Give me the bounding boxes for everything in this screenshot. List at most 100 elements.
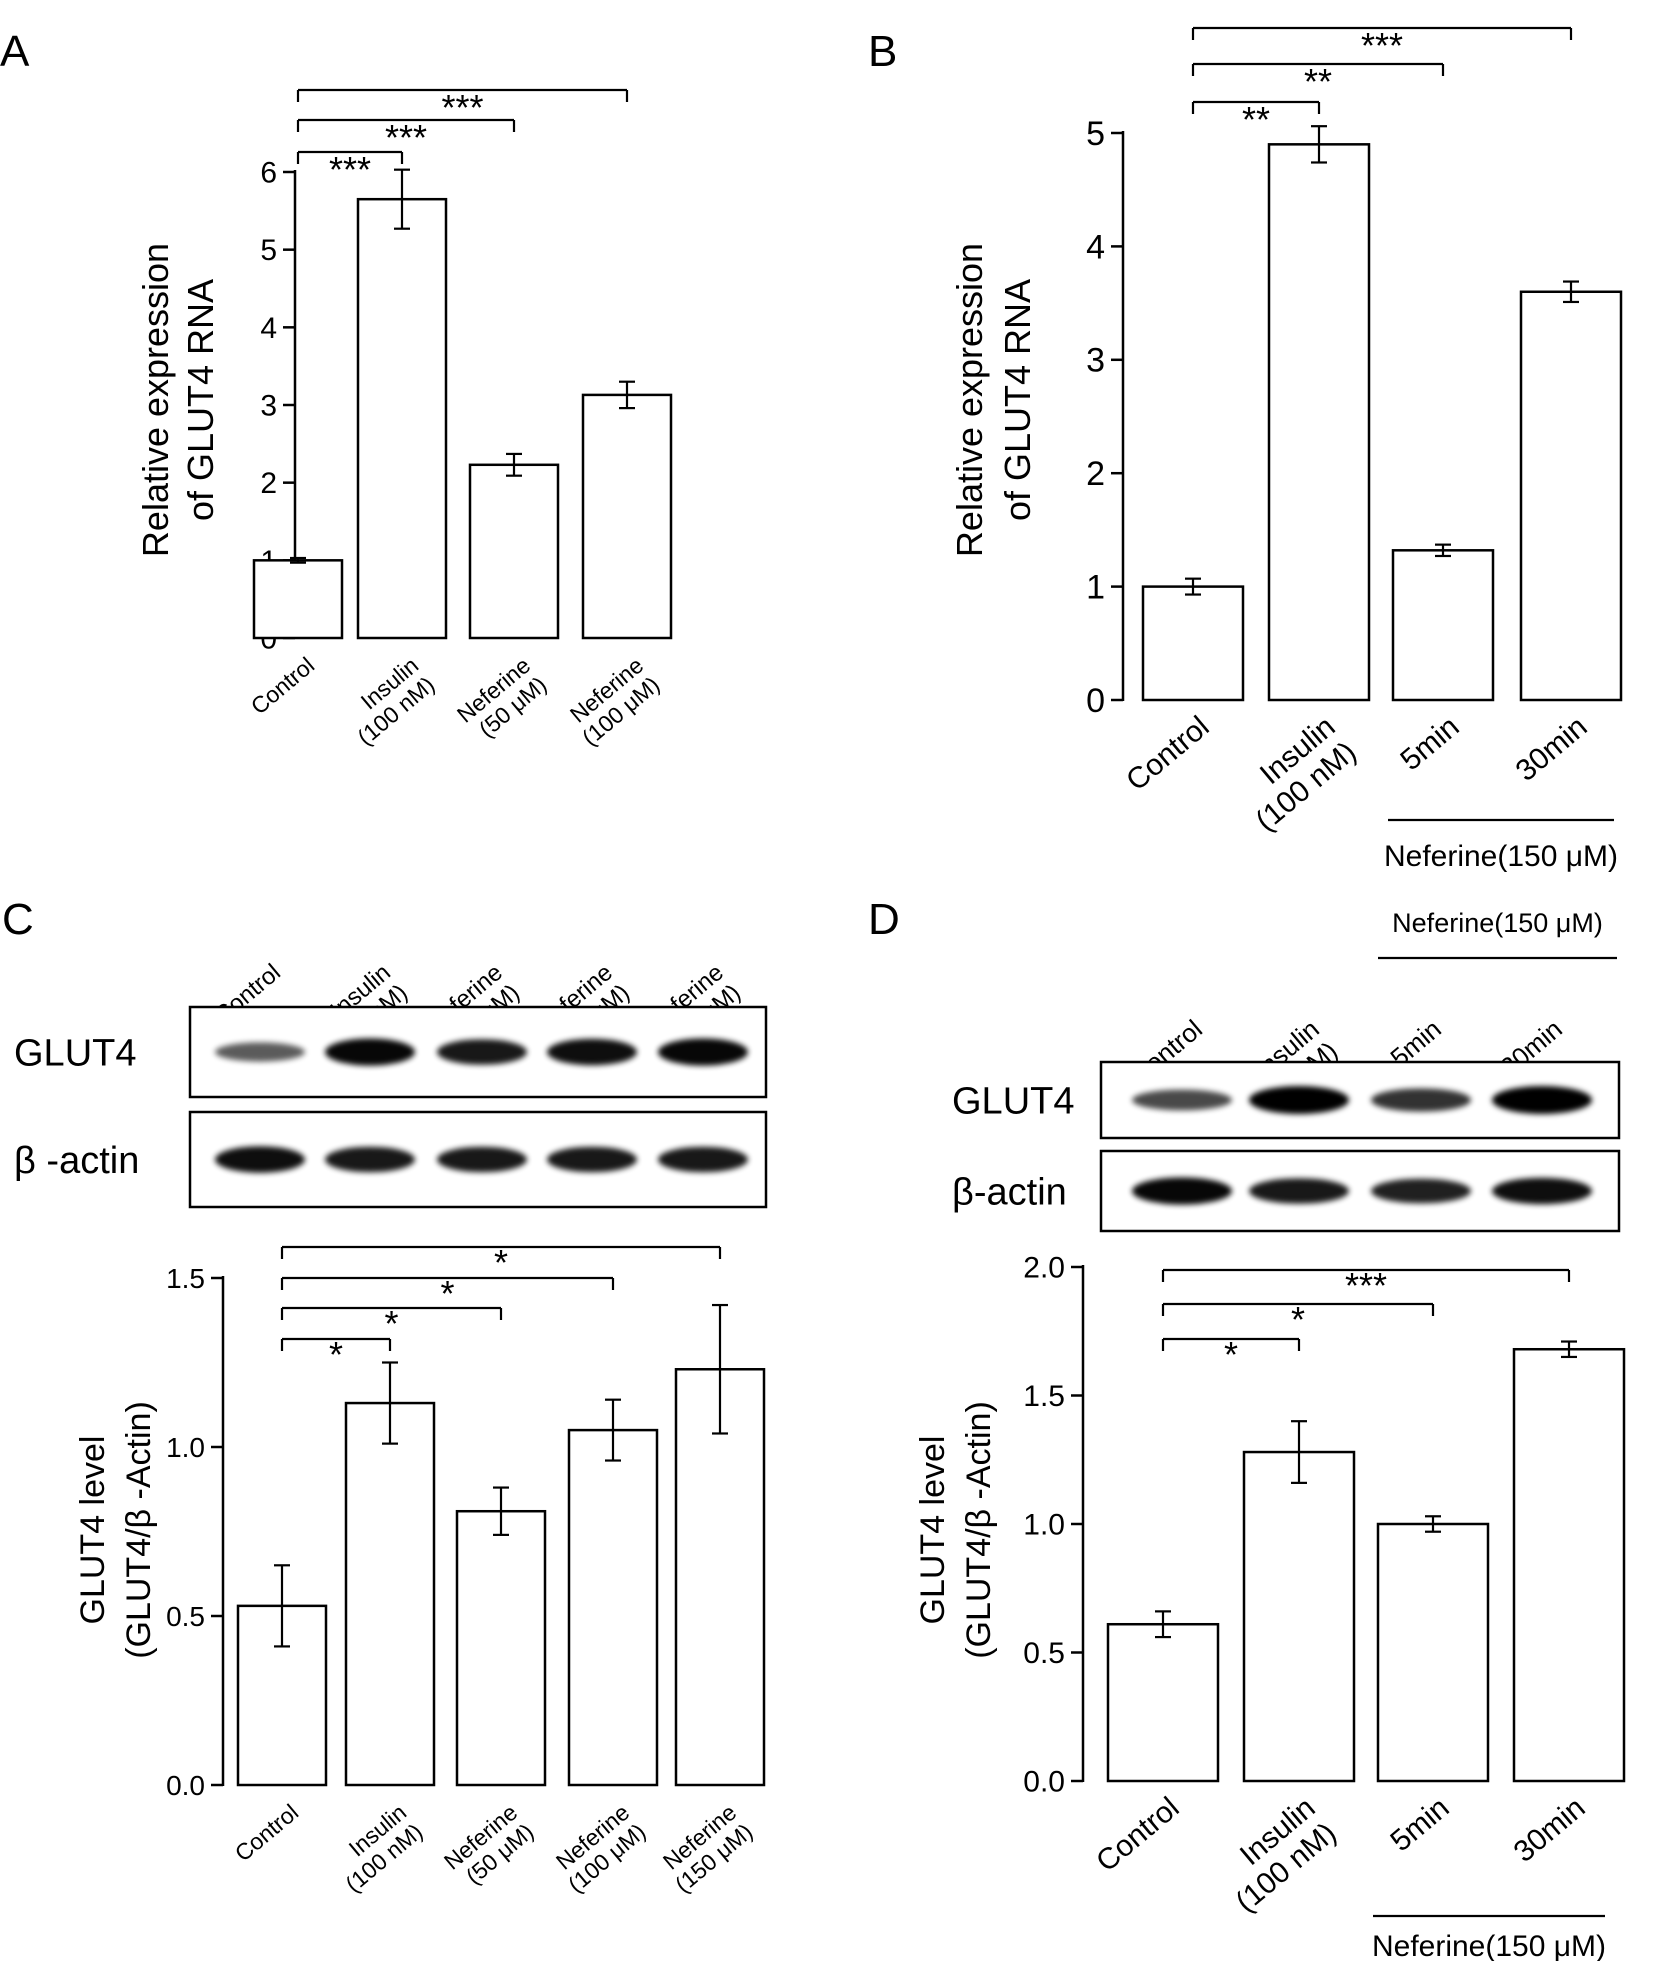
significance-bracket: ** [1191,99,1321,140]
category-label: Insulin(100 nM) [336,652,439,750]
bar [674,1368,766,1787]
y-tick-label: 1.0 [1023,1509,1065,1542]
category-label: Control [230,1799,304,1867]
blot-band [437,1146,527,1173]
category-label: Control [1120,710,1215,797]
bar [252,559,344,640]
y-tick-label: 5 [1086,115,1105,153]
panel-c: C [2,895,34,944]
significance-label: * [494,1242,508,1283]
bar [1376,1522,1490,1783]
category-label-line: 30min [1510,710,1594,788]
category-label: 30min [1508,1791,1592,1869]
category-label: Control [1090,1791,1185,1878]
significance-bracket: *** [1161,1265,1571,1306]
blot-band [1492,1086,1592,1114]
category-label-line: Control [246,652,320,720]
y-axis-label: (GLUT4/β -Actin) [120,1401,158,1659]
significance-label: ** [1304,61,1332,102]
y-tick-label: 0 [1086,682,1105,720]
bar [1267,143,1371,702]
significance-label: ** [1242,99,1270,140]
y-tick-label: 4 [1086,228,1105,266]
bar [1141,585,1245,702]
significance-bracket: ** [1191,61,1445,102]
y-tick-label: 1.5 [1023,1380,1065,1413]
panel-d: D [868,895,900,944]
blot-band [215,1042,305,1062]
y-tick-label: 0.5 [166,1601,205,1632]
panel-d-letter: D [868,895,900,944]
blot-band [658,1038,748,1066]
category-label: Neferine(150 μM) [654,1799,758,1898]
significance-label: *** [329,149,371,190]
category-label-line: 5min [1394,710,1465,777]
blot-band [437,1039,527,1065]
blot-row-label: β -actin [14,1140,139,1182]
y-tick-label: 6 [260,157,277,190]
significance-label: *** [441,87,483,128]
bar [581,393,673,640]
y-axis-label: Relative expression [135,243,176,557]
y-tick-label: 2 [260,467,277,500]
panel-b-letter: B [868,27,897,76]
significance-bracket: *** [296,149,404,190]
significance-label: *** [1345,1265,1387,1306]
bar [1519,290,1623,702]
blot-band [1249,1086,1349,1114]
chart-c: 0.0 0.5 1.0 1.5 GLUT4 level (GLUT4/β -Actin) C… [14,959,768,1898]
panel-c-letter: C [2,895,34,944]
y-tick-label: 1.5 [166,1263,205,1294]
blot-group-label: Neferine(150 μM) [1392,908,1603,938]
bar [356,197,448,640]
blot-band [1371,1178,1471,1204]
blot-row-label: β-actin [952,1171,1067,1213]
significance-bracket: *** [296,87,629,128]
significance-label: *** [1361,25,1403,66]
y-axis-label: (GLUT4/β -Actin) [960,1401,998,1659]
blot-band [1249,1178,1349,1204]
category-label: Control [246,652,320,720]
category-label: Neferine(100 μM) [561,652,665,751]
category-label: Insulin(100 nM) [324,1799,427,1897]
blot-band [1132,1089,1232,1111]
category-label: Neferine(100 μM) [547,1799,651,1898]
panel-b: B [868,27,897,76]
significance-label: * [440,1273,454,1314]
significance-bracket: *** [296,117,516,158]
category-label: Insulin(100 nM) [1228,710,1362,838]
category-label: Neferine(50 μM) [439,1799,539,1894]
category-label: 5min [1394,710,1465,777]
bar [1391,549,1495,702]
significance-bracket: * [280,1273,615,1314]
bar [1512,1347,1626,1783]
y-tick-label: 4 [260,312,277,345]
y-axis-label: of GLUT4 RNA [997,279,1038,521]
y-axis-label: of GLUT4 RNA [180,279,221,521]
category-label-line: Control [230,1799,304,1867]
significance-bracket: * [1161,1299,1435,1340]
category-label: 5min [1384,1791,1455,1858]
category-label-line: Control [1120,710,1215,797]
y-tick-label: 5 [260,234,277,267]
y-tick-label: 2 [1086,455,1105,493]
significance-label: * [384,1303,398,1344]
y-tick-label: 2.0 [1023,1252,1065,1285]
significance-bracket: * [280,1334,392,1375]
blot-band [1132,1177,1232,1205]
y-axis-label: GLUT4 level [74,1436,112,1625]
blot-band [325,1038,415,1066]
category-label-line: 5min [1384,1791,1455,1858]
significance-label: * [1224,1334,1238,1375]
y-tick-label: 0.0 [166,1770,205,1801]
blot-band [547,1146,637,1173]
category-label: Neferine(50 μM) [452,652,552,747]
significance-label: *** [385,117,427,158]
blot-row-label: GLUT4 [952,1080,1074,1122]
y-tick-label: 3 [1086,342,1105,380]
group-label: Neferine(150 μM) [1372,1930,1606,1961]
